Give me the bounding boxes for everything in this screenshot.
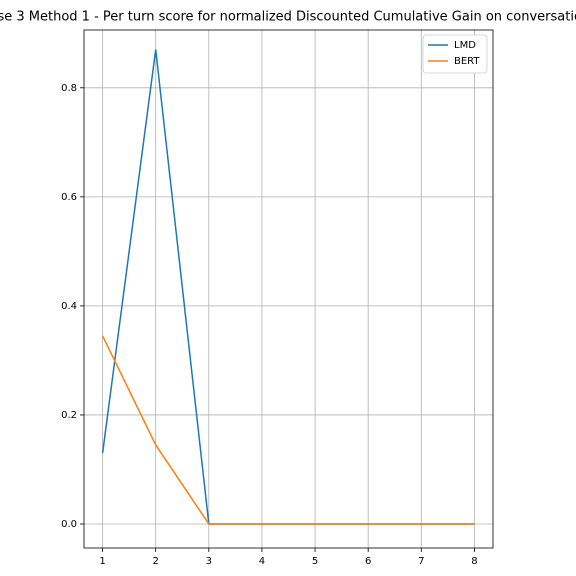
line-series bbox=[101, 335, 475, 525]
legend-label: BERT bbox=[454, 56, 480, 67]
y-tick-label: 0.2 bbox=[61, 410, 77, 421]
x-tick-label: 6 bbox=[365, 556, 371, 567]
legend-label: LMD bbox=[454, 40, 476, 51]
x-tick-label: 4 bbox=[259, 556, 265, 567]
x-tick-label: 8 bbox=[471, 556, 477, 567]
y-tick-label: 0.4 bbox=[61, 301, 77, 312]
chart-title: Phase 3 Method 1 - Per turn score for no… bbox=[0, 10, 576, 25]
x-tick-label: 5 bbox=[312, 556, 318, 567]
y-tick-label: 0.6 bbox=[61, 192, 77, 203]
y-tick-label: 0.0 bbox=[61, 519, 77, 530]
x-tick-label: 1 bbox=[99, 556, 105, 567]
x-tick-label: 2 bbox=[153, 556, 159, 567]
x-tick-label: 7 bbox=[418, 556, 424, 567]
y-tick-label: 0.8 bbox=[61, 83, 77, 94]
plot-frame bbox=[83, 29, 494, 549]
x-tick-label: 3 bbox=[206, 556, 212, 567]
